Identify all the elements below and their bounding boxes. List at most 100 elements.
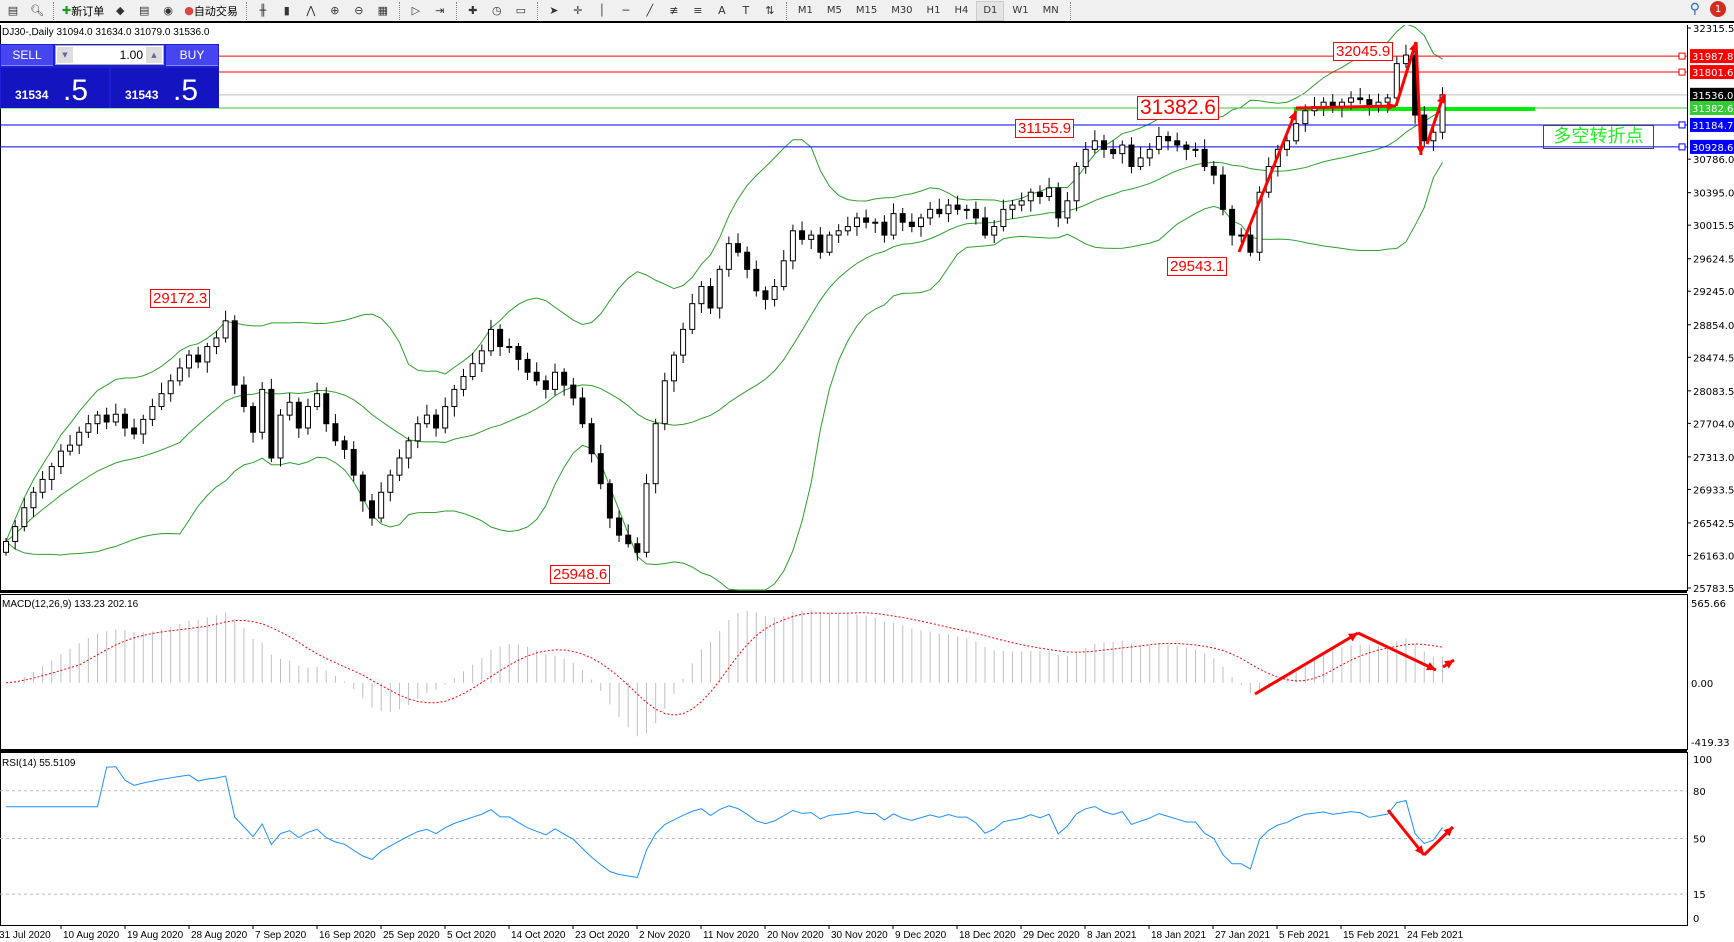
price-label[interactable]: 25948.6 — [550, 565, 611, 584]
candle-bull — [396, 457, 403, 476]
candle-bull — [39, 478, 46, 493]
template-icon[interactable]: ▭ — [515, 4, 527, 17]
signal-icon[interactable]: ◉ — [163, 4, 174, 17]
price-label[interactable]: 31155.9 — [1015, 119, 1075, 138]
toolbar-separator — [536, 1, 538, 20]
candle-bull — [716, 268, 723, 309]
turning-point-label[interactable]: 多空转折点 — [1543, 125, 1654, 149]
candle-bull — [1073, 165, 1080, 202]
rsi-arrow — [1386, 809, 1426, 856]
chart-title: DJ30-,Daily 31094.0 31634.0 31079.0 3153… — [2, 27, 210, 38]
candle-bull — [1284, 140, 1290, 150]
candle-bear — [1165, 135, 1172, 142]
panel-frame — [0, 25, 1688, 591]
candle-bear — [762, 290, 769, 300]
candle-bear — [753, 268, 760, 292]
search-icon[interactable]: ⚲ — [1689, 1, 1700, 17]
arrow-head — [1416, 145, 1425, 155]
arrow-shaft — [1295, 104, 1397, 110]
timeframe-m5[interactable]: M5 — [826, 5, 842, 16]
zoom-out-icon[interactable]: ⊖ — [354, 4, 364, 17]
timeframe-h4[interactable]: H4 — [954, 5, 969, 16]
timeframe-d1[interactable]: D1 — [976, 0, 1005, 21]
candle-bull — [918, 217, 924, 228]
macd-tick-label: -419.33 — [1691, 738, 1730, 749]
price-tag-text: 31536.0 — [1692, 91, 1733, 102]
candle-chart-icon[interactable]: ▮ — [283, 4, 290, 17]
timeframe-h1[interactable]: H1 — [926, 5, 941, 16]
decrease-lot-button[interactable]: ▼ — [57, 47, 73, 63]
date-label: 2 Nov 2020 — [639, 930, 691, 941]
trend-arrow — [1425, 93, 1446, 145]
arrow-shaft — [1254, 631, 1359, 696]
timeframe-m15[interactable]: M15 — [855, 5, 878, 16]
timeframe-w1[interactable]: W1 — [1012, 5, 1029, 16]
candle-bull — [506, 346, 513, 349]
candle-bull — [186, 354, 192, 369]
horizontal-line-icon[interactable]: ─ — [622, 4, 630, 17]
menu-icon[interactable]: ▤ — [7, 4, 19, 17]
arrow-shaft — [1237, 110, 1298, 253]
candle-bull — [213, 337, 220, 348]
sell-price[interactable]: 31534 .5 — [1, 68, 109, 108]
server-icon[interactable]: ▤ — [139, 4, 150, 17]
price-label[interactable]: 29172.3 — [150, 289, 211, 308]
date-label: 24 Feb 2021 — [1407, 930, 1464, 941]
cursor-icon[interactable]: ➤ — [549, 4, 559, 17]
notifications-badge[interactable]: 1 — [1710, 1, 1726, 17]
candle-bear — [515, 346, 522, 360]
candle-bull — [1146, 148, 1153, 159]
price-tag — [1690, 65, 1734, 80]
chart-area[interactable]: 31987.8 31801.6 31536.0 31382.6 31184.7 30928… — [0, 25, 1734, 942]
rsi-tick-label: 100 — [1693, 755, 1712, 766]
increase-lot-button[interactable]: ▲ — [146, 47, 162, 63]
auto-trading-icon[interactable]: ● 自动交易 — [184, 4, 238, 18]
timeframe-m1[interactable]: M1 — [797, 5, 813, 16]
fibo-icon[interactable]: ≢ — [669, 4, 679, 17]
sell-button[interactable]: SELL — [1, 45, 53, 66]
zoom-in-icon[interactable]: ⊕ — [330, 4, 340, 17]
arrow-head — [1414, 845, 1424, 855]
arrows-icon[interactable]: ⇅ — [765, 4, 775, 17]
lot-size-stepper[interactable]: ▼ ▲ — [55, 45, 164, 65]
price-tick-label: 26163.0 — [1693, 551, 1734, 562]
gold-icon[interactable]: ◆ — [115, 4, 125, 17]
price-label[interactable]: 32045.9 — [1333, 42, 1394, 61]
autoscroll-icon[interactable]: ▷ — [411, 4, 421, 17]
period-icon[interactable]: ◷ — [492, 4, 502, 17]
timeframe-mn[interactable]: MN — [1042, 5, 1059, 16]
new-order-icon[interactable]: ✚ 新订单 — [62, 4, 105, 18]
date-label: 30 Nov 2020 — [831, 930, 888, 941]
buy-price[interactable]: 31543 .5 — [111, 68, 219, 108]
trendline-icon[interactable]: ╱ — [646, 4, 654, 17]
shift-icon[interactable]: ⇥ — [435, 4, 445, 17]
vertical-line-icon[interactable]: │ — [598, 4, 606, 17]
date-label: 19 Aug 2020 — [127, 930, 184, 941]
price-label[interactable]: 31382.6 — [1137, 96, 1219, 120]
candle-bear — [533, 371, 540, 382]
lot-size-input[interactable] — [74, 48, 145, 62]
line-chart-icon[interactable]: ⋀ — [306, 4, 316, 17]
tile-icon[interactable]: ▦ — [377, 4, 389, 17]
candle-bull — [1155, 135, 1162, 150]
text-icon[interactable]: A — [718, 4, 726, 17]
candle-bull — [652, 423, 659, 485]
bar-chart-icon[interactable]: ╫ — [259, 4, 267, 17]
candle-bull — [167, 380, 174, 395]
profile-icon[interactable]: 🔍︎ — [30, 4, 44, 17]
date-label: 18 Jan 2021 — [1151, 930, 1206, 941]
price-label[interactable]: 29543.1 — [1167, 257, 1228, 276]
indicators-icon[interactable]: ✚ — [468, 4, 478, 17]
buy-button[interactable]: BUY — [166, 45, 218, 66]
candle-bull — [487, 328, 494, 352]
candle-bear — [561, 371, 568, 386]
candle-bear — [735, 243, 741, 253]
candle-bear — [908, 221, 915, 228]
candle-bear — [1055, 187, 1062, 219]
date-label: 28 Aug 2020 — [191, 930, 248, 941]
fibo-fan-icon[interactable]: ≡ — [693, 4, 703, 17]
timeframe-m30[interactable]: M30 — [891, 5, 913, 16]
crosshair-icon[interactable]: ✛ — [573, 4, 583, 17]
candle-bull — [661, 380, 668, 425]
label-icon[interactable]: T — [742, 4, 750, 17]
